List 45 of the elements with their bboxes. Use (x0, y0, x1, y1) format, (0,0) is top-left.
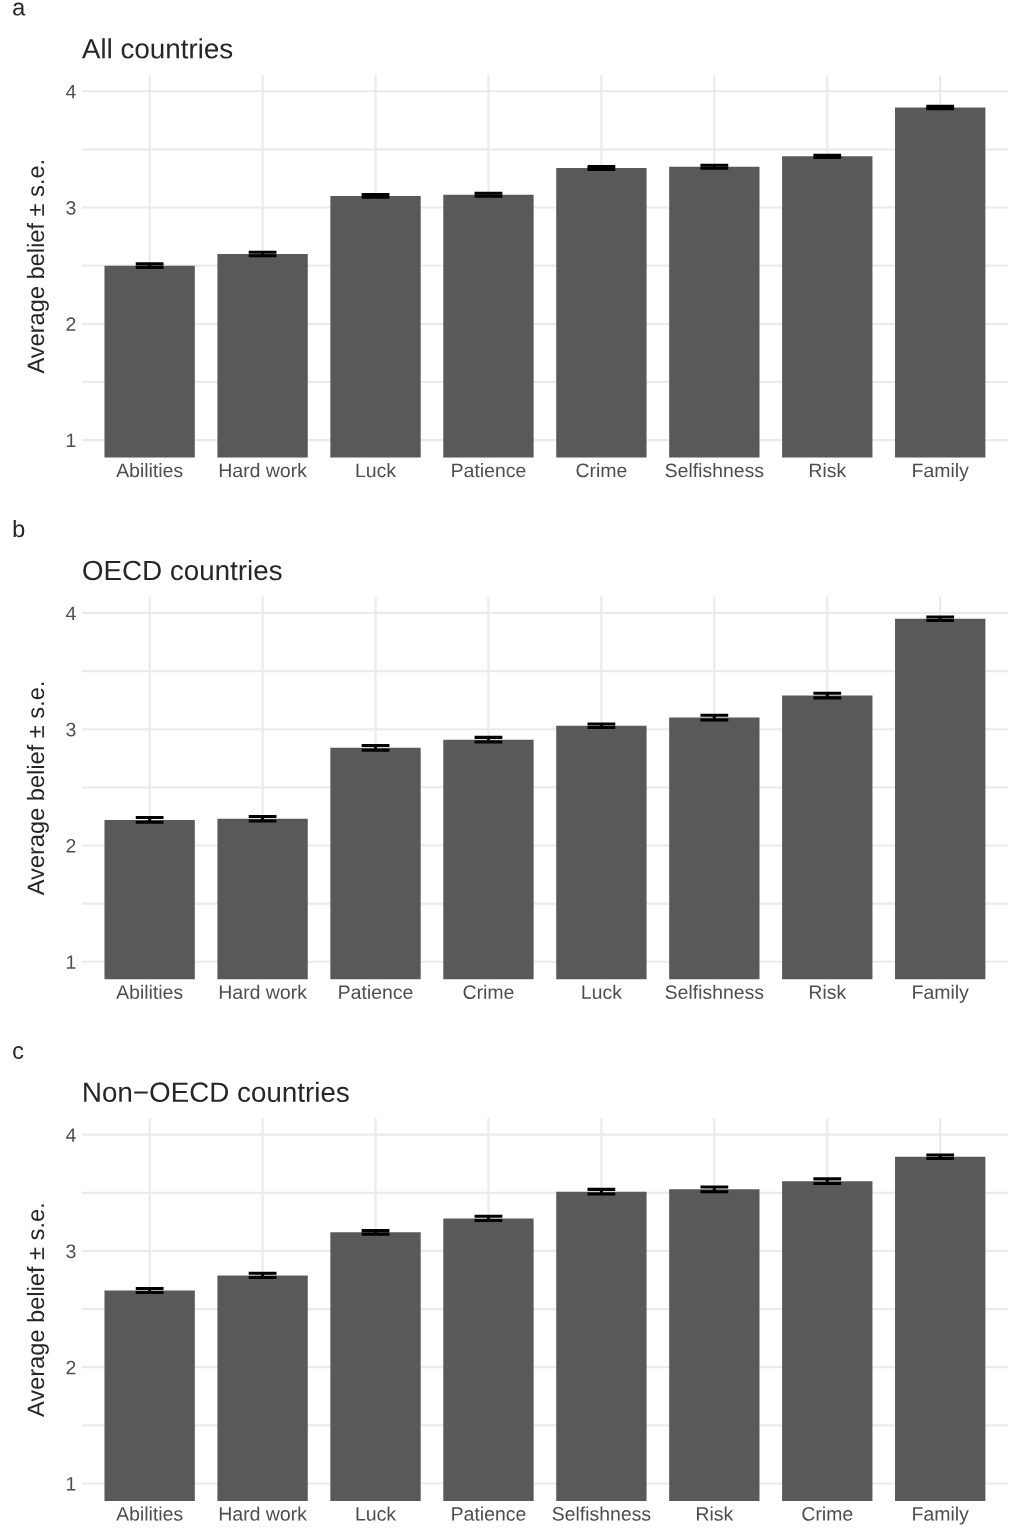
x-tick-label: Hard work (219, 463, 307, 478)
x-tick-label: Selfishness (665, 984, 764, 1000)
x-tick-label: Abilities (116, 463, 183, 478)
x-tick-label: Luck (356, 463, 397, 478)
text: a (13, 2, 26, 16)
y-tick-label: 1 (67, 1477, 76, 1491)
x-tick-label: Hard work (219, 984, 307, 1000)
y-tick-label: 4 (65, 606, 76, 621)
y-axis-title: Average belief ± s.e. (26, 682, 49, 896)
x-tick-label: Patience (339, 984, 413, 1000)
x-tick-label: Abilities (116, 1506, 183, 1521)
x-tick-label: Crime (576, 463, 627, 478)
x-tick-label: Family (913, 463, 969, 482)
x-tick-label: Family (913, 984, 969, 1003)
x-tick-label: Patience (452, 463, 526, 478)
y-tick-label: 2 (66, 838, 76, 853)
y-tick-label: 3 (66, 1244, 76, 1259)
x-tick-label: Luck (582, 984, 622, 1000)
x-tick-label: Luck (356, 1506, 397, 1521)
y-tick-label: 3 (66, 722, 76, 737)
x-tick-label: Hard work (219, 1506, 307, 1521)
y-tick-label: 1 (67, 433, 76, 448)
x-tick-label: Family (913, 1506, 969, 1525)
x-tick-label: Risk (809, 463, 847, 478)
y-axis-title: Average belief ± s.e. (26, 1204, 49, 1417)
y-tick-label: 4 (65, 1128, 76, 1142)
y-tick-label: 4 (65, 84, 76, 99)
chart-title: Non−OECD countries (84, 1081, 349, 1103)
text: c (13, 1046, 24, 1059)
y-tick-label: 2 (66, 1360, 76, 1375)
x-tick-label: Risk (697, 1506, 734, 1521)
x-tick-label: Patience (452, 1506, 526, 1521)
y-tick-label: 2 (66, 317, 76, 331)
x-tick-label: Crime (802, 1506, 853, 1521)
x-tick-label: Risk (809, 984, 847, 1000)
text: b (13, 519, 25, 538)
chart-title: All countries (81, 38, 233, 59)
x-tick-label: Selfishness (552, 1506, 651, 1521)
y-tick-label: 3 (66, 200, 76, 215)
chart-title: OECD countries (83, 559, 282, 581)
y-axis-title: Average belief ± s.e. (26, 161, 49, 374)
x-tick-label: Selfishness (665, 463, 764, 478)
x-tick-label: Abilities (116, 984, 183, 1000)
y-tick-label: 1 (67, 955, 76, 969)
x-tick-label: Crime (463, 984, 514, 1000)
